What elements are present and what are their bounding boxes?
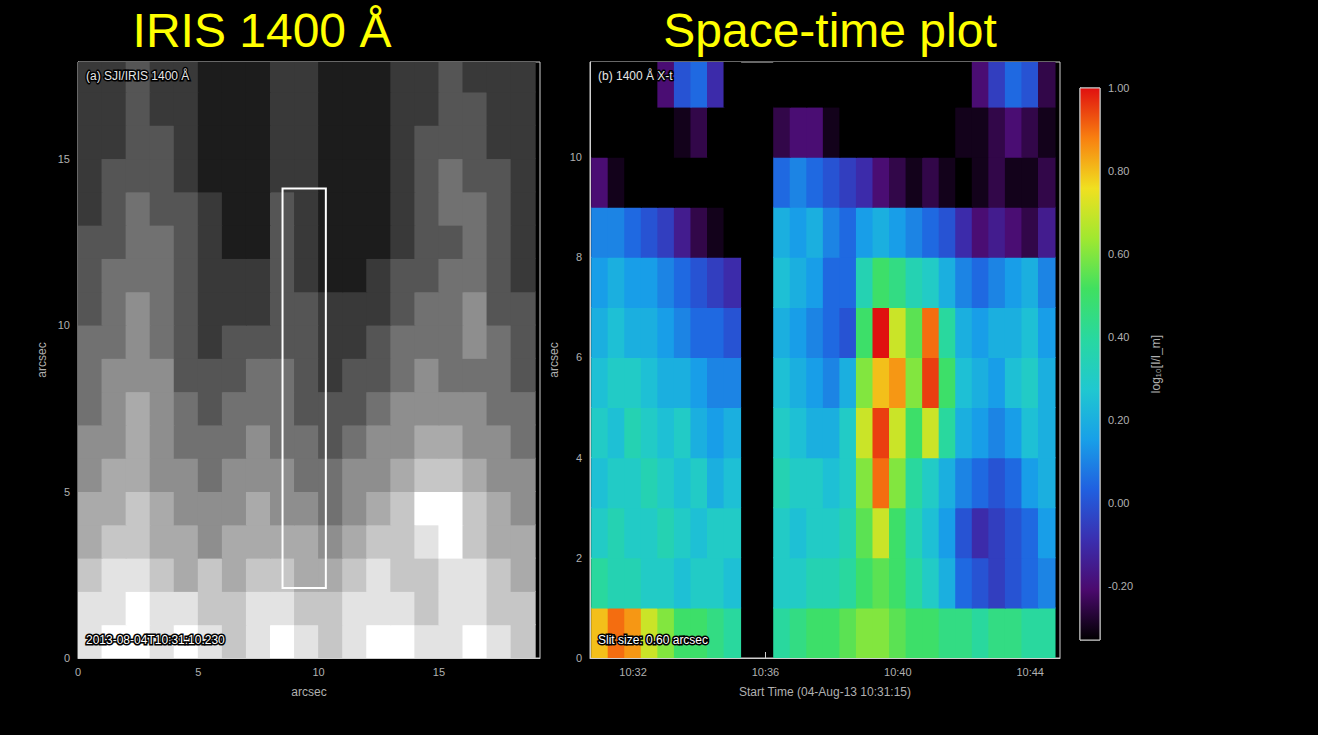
svg-text:1.00: 1.00 <box>1108 82 1129 94</box>
svg-text:0.60: 0.60 <box>1108 248 1129 260</box>
svg-text:(a) SJI/IRIS 1400 Å: (a) SJI/IRIS 1400 Å <box>86 68 189 83</box>
svg-text:10: 10 <box>313 666 325 678</box>
svg-text:0.80: 0.80 <box>1108 165 1129 177</box>
svg-text:10:44: 10:44 <box>1016 666 1044 678</box>
svg-text:IRIS 1400 Å: IRIS 1400 Å <box>133 4 392 57</box>
svg-text:Start Time (04-Aug-13 10:31:15: Start Time (04-Aug-13 10:31:15) <box>739 685 911 699</box>
svg-text:0: 0 <box>64 652 70 664</box>
svg-text:Space-time plot: Space-time plot <box>663 4 997 57</box>
svg-text:0: 0 <box>75 666 81 678</box>
svg-text:arcsec: arcsec <box>35 342 49 377</box>
svg-text:-0.20: -0.20 <box>1108 580 1133 592</box>
svg-text:arcsec: arcsec <box>547 342 561 377</box>
svg-text:6: 6 <box>576 351 582 363</box>
svg-text:0.00: 0.00 <box>1108 497 1129 509</box>
svg-text:0.20: 0.20 <box>1108 414 1129 426</box>
svg-text:log₁₀[I/I_m]: log₁₀[I/I_m] <box>1149 335 1163 393</box>
svg-text:10:40: 10:40 <box>884 666 912 678</box>
svg-text:5: 5 <box>195 666 201 678</box>
svg-text:(b) 1400 Å X-t: (b) 1400 Å X-t <box>598 68 673 83</box>
svg-text:8: 8 <box>576 251 582 263</box>
svg-text:2: 2 <box>576 552 582 564</box>
svg-text:10: 10 <box>570 151 582 163</box>
svg-text:arcsec: arcsec <box>291 685 326 699</box>
svg-text:15: 15 <box>58 153 70 165</box>
svg-text:10: 10 <box>58 319 70 331</box>
svg-text:0.40: 0.40 <box>1108 331 1129 343</box>
svg-text:10:32: 10:32 <box>619 666 647 678</box>
svg-text:0: 0 <box>576 652 582 664</box>
svg-text:5: 5 <box>64 486 70 498</box>
svg-text:Slit size: 0.60 arcsec: Slit size: 0.60 arcsec <box>598 633 708 647</box>
svg-text:4: 4 <box>576 452 582 464</box>
svg-text:10:36: 10:36 <box>752 666 780 678</box>
svg-text:2013-08-04T10:31:10.230: 2013-08-04T10:31:10.230 <box>86 633 225 647</box>
svg-text:15: 15 <box>433 666 445 678</box>
